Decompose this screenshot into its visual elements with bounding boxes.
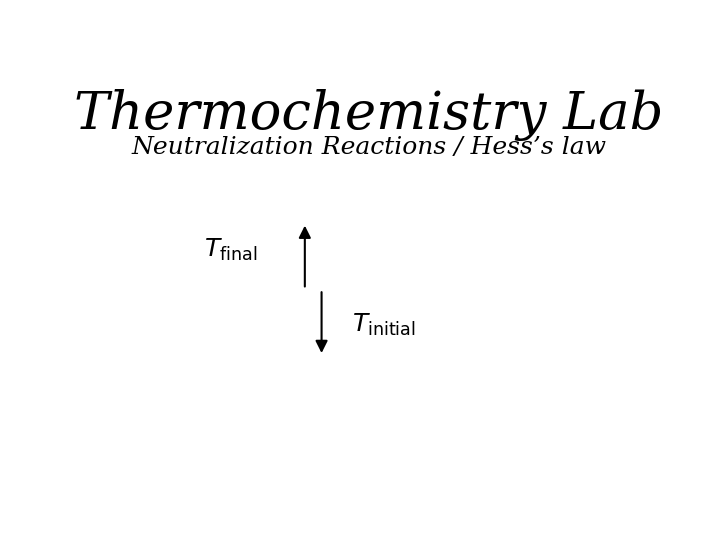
Text: Neutralization Reactions / Hess’s law: Neutralization Reactions / Hess’s law: [132, 137, 606, 159]
Text: Thermochemistry Lab: Thermochemistry Lab: [74, 89, 664, 141]
Text: $\mathit{T}_{\rm final}$: $\mathit{T}_{\rm final}$: [204, 237, 258, 263]
Text: $\mathit{T}_{\rm initial}$: $\mathit{T}_{\rm initial}$: [352, 312, 416, 338]
